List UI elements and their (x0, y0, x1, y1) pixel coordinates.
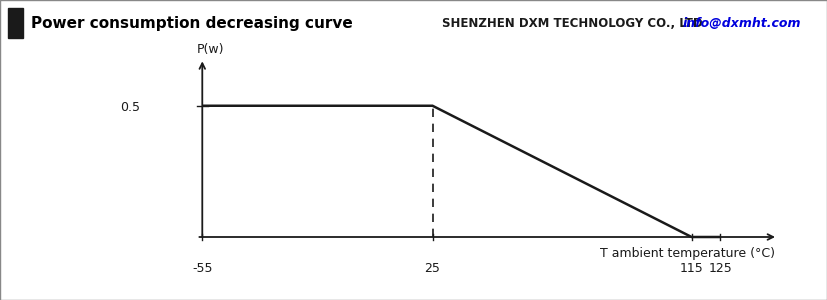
Text: Power consumption decreasing curve: Power consumption decreasing curve (31, 16, 353, 31)
Bar (8, 8, 23, 38)
Text: T ambient temperature (°C): T ambient temperature (°C) (600, 248, 775, 260)
Text: P(w): P(w) (197, 43, 224, 56)
Text: SHENZHEN DXM TECHNOLOGY CO., LTD: SHENZHEN DXM TECHNOLOGY CO., LTD (442, 17, 703, 30)
Text: info@dxmht.com: info@dxmht.com (683, 17, 801, 30)
